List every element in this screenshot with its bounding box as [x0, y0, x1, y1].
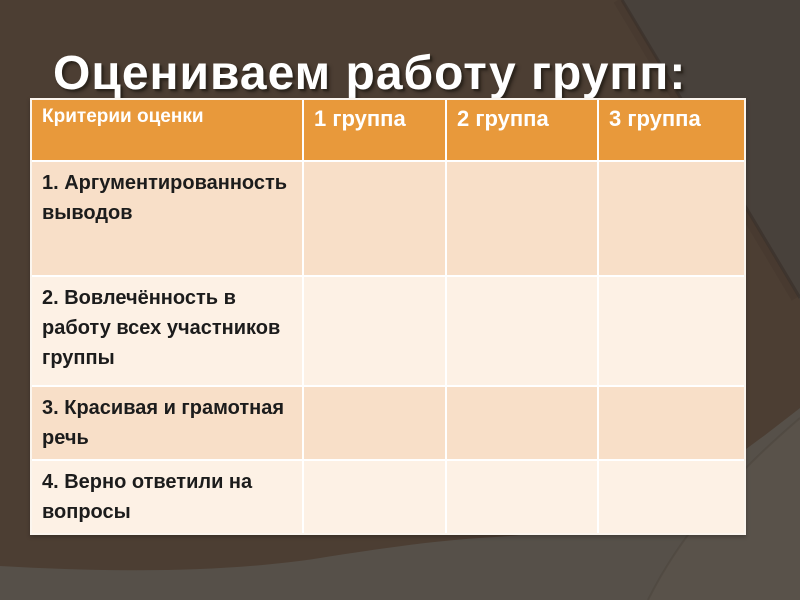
- score-cell: [304, 162, 447, 277]
- score-cell: [599, 461, 744, 533]
- table-row: 4. Верно ответили на вопросы: [32, 461, 744, 533]
- table-header-row: Критерии оценки 1 группа 2 группа 3 груп…: [32, 100, 744, 162]
- criteria-cell: 3. Красивая и грамотная речь: [32, 387, 304, 461]
- criteria-cell: 4. Верно ответили на вопросы: [32, 461, 304, 533]
- column-header-criteria: Критерии оценки: [32, 100, 304, 162]
- slide-title: Оцениваем работу групп:: [53, 47, 687, 100]
- table-row: 1. Аргументированность выводов: [32, 162, 744, 277]
- table-row: 3. Красивая и грамотная речь: [32, 387, 744, 461]
- evaluation-table: Критерии оценки 1 группа 2 группа 3 груп…: [30, 98, 746, 535]
- column-header-group-3: 3 группа: [599, 100, 744, 162]
- score-cell: [599, 387, 744, 461]
- score-cell: [599, 277, 744, 387]
- score-cell: [304, 277, 447, 387]
- background-bottom-wave: [0, 408, 800, 600]
- criteria-cell: 2. Вовлечённость в работу всех участнико…: [32, 277, 304, 387]
- score-cell: [599, 162, 744, 277]
- score-cell: [447, 461, 599, 533]
- score-cell: [447, 162, 599, 277]
- column-header-group-1: 1 группа: [304, 100, 447, 162]
- column-header-group-2: 2 группа: [447, 100, 599, 162]
- score-cell: [304, 387, 447, 461]
- criteria-cell: 1. Аргументированность выводов: [32, 162, 304, 277]
- score-cell: [304, 461, 447, 533]
- score-cell: [447, 277, 599, 387]
- score-cell: [447, 387, 599, 461]
- table-row: 2. Вовлечённость в работу всех участнико…: [32, 277, 744, 387]
